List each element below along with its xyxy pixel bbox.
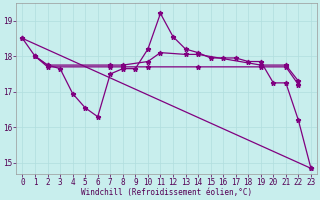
X-axis label: Windchill (Refroidissement éolien,°C): Windchill (Refroidissement éolien,°C): [81, 188, 252, 197]
